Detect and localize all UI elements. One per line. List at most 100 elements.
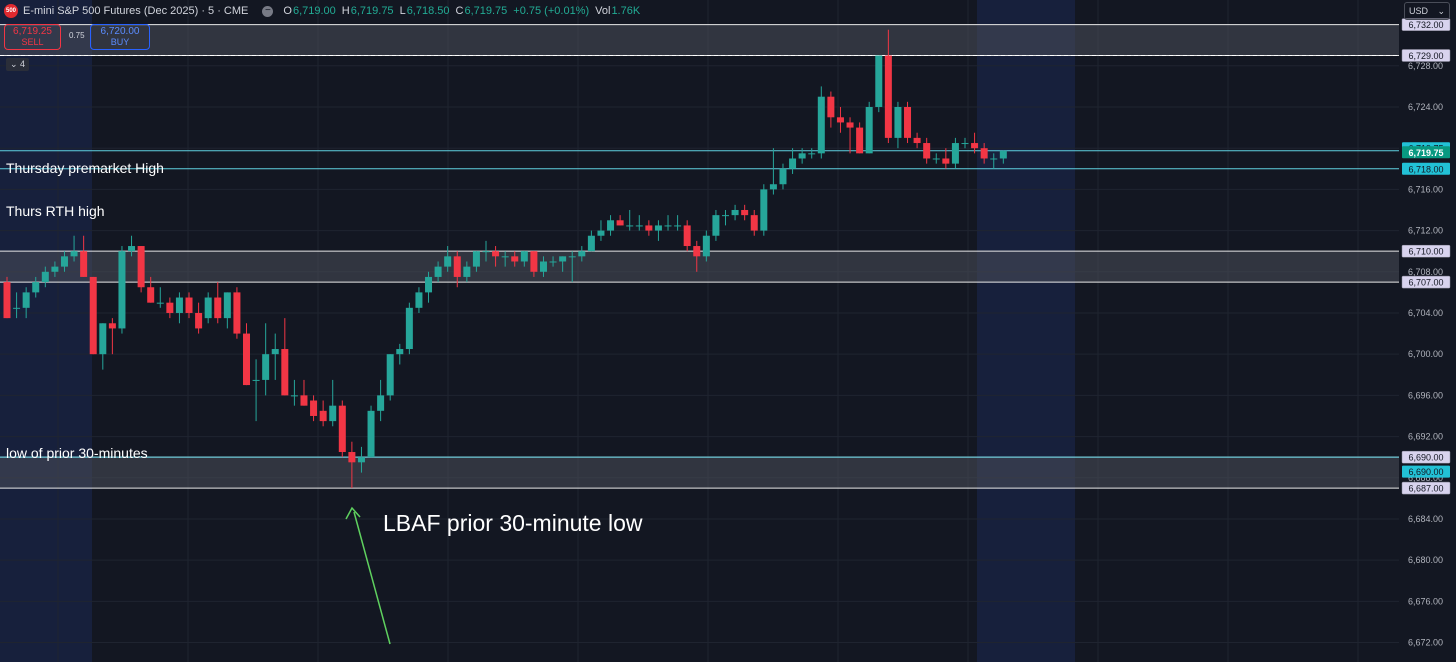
volume-value: 1.76K — [611, 5, 641, 17]
candle-body — [453, 256, 461, 277]
price-zone — [0, 457, 1399, 489]
axis-price-tag — [1401, 450, 1451, 464]
buy-price: 6,720.00 — [100, 26, 140, 37]
change-value: +0.75 (+0.01%) — [513, 5, 590, 17]
axis-price-tag — [1401, 275, 1451, 289]
candle-body — [568, 256, 576, 258]
open-value: 6,719.00 — [292, 5, 336, 17]
axis-price-tag-label: 6,729.00 — [1408, 51, 1443, 61]
candle-body — [396, 349, 404, 355]
price-axis[interactable]: 6,732.006,728.006,724.006,720.006,716.00… — [1399, 0, 1456, 662]
annotation-low-prior-30-minutes: low of prior 30-minutes — [6, 445, 148, 461]
candle-body — [683, 225, 691, 247]
axis-price-tag-label: 6,719.75 — [1408, 148, 1443, 158]
candle-body — [731, 209, 739, 216]
candle-body — [990, 158, 998, 160]
candle-body — [367, 410, 375, 458]
candle-body — [41, 271, 49, 283]
candle-body — [118, 251, 126, 329]
high-label: H — [341, 5, 350, 17]
candle-body — [616, 220, 624, 226]
symbol-title[interactable]: E-mini S&P 500 Futures (Dec 2025) · 5 · … — [23, 5, 249, 17]
candle-body — [223, 292, 231, 319]
candle-body — [89, 276, 97, 355]
candle-body — [377, 395, 385, 411]
candle-body — [549, 261, 557, 263]
candle-body — [22, 292, 30, 308]
symbol-logo[interactable]: 500 — [4, 4, 18, 18]
close-label: C — [455, 5, 464, 17]
candle-body — [290, 395, 298, 397]
chevron-down-icon: ⌄ — [1437, 6, 1445, 16]
minus-icon[interactable]: − — [262, 5, 274, 17]
high-value: 6,719.75 — [350, 5, 394, 17]
candle-body — [875, 55, 883, 107]
candle-body — [156, 302, 164, 304]
candle-body — [329, 405, 337, 422]
candle-body — [70, 251, 78, 257]
candle-body — [492, 251, 500, 257]
candle-body — [252, 379, 260, 381]
symbol-header: 500 E-mini S&P 500 Futures (Dec 2025) · … — [4, 2, 646, 20]
lbaf-arrow — [345, 506, 391, 645]
candle-body — [108, 323, 116, 329]
axis-price-tag-label: 6,710.00 — [1408, 247, 1443, 257]
currency-value: USD — [1409, 6, 1429, 16]
candle-body — [185, 297, 193, 313]
axis-tick-label: 6,704.00 — [1408, 308, 1443, 318]
candle-body — [166, 302, 174, 313]
candle-body — [80, 251, 88, 277]
candle-body — [233, 292, 241, 334]
candle-body — [999, 150, 1007, 159]
candle-body — [712, 215, 720, 236]
candle-body — [13, 307, 21, 309]
candle-body — [980, 148, 988, 159]
price-axis-bg — [1399, 0, 1456, 662]
candle-body — [195, 312, 203, 329]
open-label: O — [283, 5, 292, 17]
candle-body — [482, 251, 490, 253]
candle-body — [942, 158, 950, 164]
sell-label: SELL — [21, 37, 44, 47]
candle-body — [836, 117, 844, 123]
candle-body — [51, 266, 59, 272]
candle-body — [798, 153, 806, 159]
buy-button[interactable]: 6,720.00 BUY — [90, 24, 150, 50]
candle-body — [817, 96, 825, 154]
axis-price-tag-label: 6,718.00 — [1408, 164, 1443, 174]
candle-body — [578, 251, 586, 257]
candle-body — [702, 235, 710, 257]
candle-body — [520, 251, 528, 262]
currency-select[interactable]: USD ⌄ — [1404, 2, 1450, 20]
low-label: L — [399, 5, 406, 17]
candle-body — [635, 225, 643, 227]
candle-body — [913, 137, 921, 144]
annotation-thursday-premarket-high: Thursday premarket High — [6, 160, 164, 176]
candle-body — [865, 106, 873, 154]
annotation-thurs-rth-high: Thurs RTH high — [6, 203, 105, 219]
candle-body — [3, 282, 11, 319]
price-zones — [0, 24, 1399, 489]
candle-body — [827, 96, 835, 118]
indicators-toggle[interactable]: ⌄ 4 — [6, 58, 29, 71]
candle-body — [32, 282, 40, 293]
axis-price-tag-label: 6,690.00 — [1408, 467, 1443, 477]
candle-body — [884, 55, 892, 138]
axis-tick-label: 6,672.00 — [1408, 638, 1443, 648]
candle-body — [338, 405, 346, 453]
axis-tick-label: 6,716.00 — [1408, 184, 1443, 194]
sell-button[interactable]: 6,719.25 SELL — [4, 24, 61, 50]
candle-body — [99, 323, 107, 355]
axis-price-tag-label: 6,707.00 — [1408, 278, 1443, 288]
candle-body — [932, 158, 940, 160]
axis-tick-label: 6,684.00 — [1408, 514, 1443, 524]
candle-body — [597, 230, 605, 236]
candle-body — [769, 184, 777, 190]
session-shade-left — [0, 0, 92, 662]
axis-tick-label: 6,680.00 — [1408, 555, 1443, 565]
close-value: 6,719.75 — [464, 5, 508, 17]
candle-body — [175, 297, 183, 313]
candle-body — [425, 276, 433, 293]
candle-body — [463, 266, 471, 277]
